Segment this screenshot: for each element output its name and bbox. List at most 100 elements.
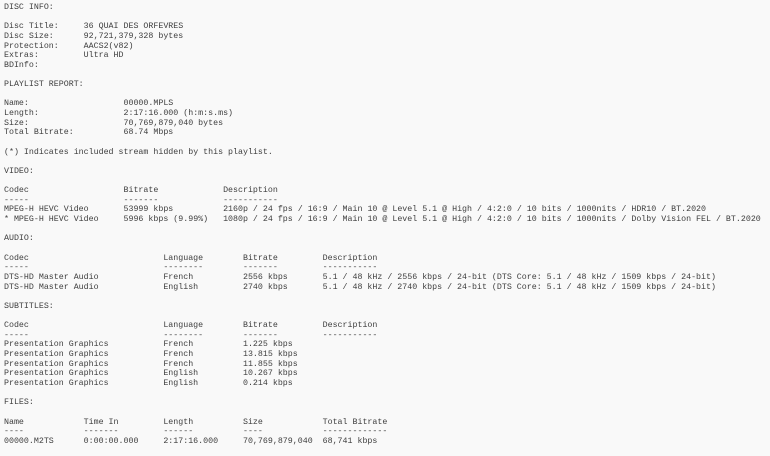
spacer xyxy=(4,13,770,23)
field-label: BDInfo: xyxy=(4,60,39,70)
codec-cell: MPEG-H HEVC Video xyxy=(4,205,89,215)
codec-cell: DTS-HD Master Audio xyxy=(4,272,99,282)
codec-header: Codec xyxy=(4,186,29,196)
hidden-stream-note: (*) Indicates included stream hidden by … xyxy=(4,147,273,157)
subtitle-stream-line: Presentation Graphics English 0.214 kbps xyxy=(4,379,770,389)
codec-header: Codec xyxy=(4,321,29,331)
field-value: 00000.MPLS xyxy=(123,99,174,109)
field-value: 36 QUAI DES ORFEVRES xyxy=(83,22,184,32)
bitrate-cell: 2556 kbps xyxy=(242,272,288,282)
disc-title-line: Disc Title: 36 QUAI DES ORFEVRES xyxy=(4,22,770,32)
files-header-line: Name Time In Length Size Total Bitrate xyxy=(4,418,770,428)
field-label: Total Bitrate: xyxy=(4,128,74,138)
bitrate-header: Bitrate xyxy=(242,321,278,331)
bitrate-cell: 2740 kbps xyxy=(242,282,288,292)
subtitles-header-line: Codec Language Bitrate Description xyxy=(4,321,770,331)
bitrate-cell: 1.225 kbps xyxy=(242,340,293,350)
field-value: AACS2(v82) xyxy=(83,41,134,51)
subtitle-stream-line: Presentation Graphics English 10.267 kbps xyxy=(4,369,770,379)
file-row: 00000.M2TS 0:00:00.000 2:17:16.000 70,769,8… xyxy=(4,437,770,447)
subtitle-stream-line: Presentation Graphics French 1.225 kbps xyxy=(4,340,770,350)
playlist-bitrate-line: Total Bitrate: 68.74 Mbps xyxy=(4,128,770,138)
name-header: Name xyxy=(4,417,24,427)
codec-cell: Presentation Graphics xyxy=(4,378,109,388)
disc-info-title: DISC INFO: xyxy=(4,3,54,12)
spacer xyxy=(4,225,770,235)
spacer xyxy=(4,90,770,100)
spacer xyxy=(4,292,770,302)
codec-cell: Presentation Graphics xyxy=(4,369,109,379)
language-cell: French xyxy=(163,340,194,350)
audio-header-line: Codec Language Bitrate Description xyxy=(4,254,770,264)
codec-cell: Presentation Graphics xyxy=(4,350,109,360)
language-dashes: -------- xyxy=(163,330,204,340)
spacer xyxy=(4,177,770,187)
field-value: 70,769,879,040 bytes xyxy=(123,118,224,128)
video-section-title: VIDEO: xyxy=(4,166,34,176)
name-dashes: ---- xyxy=(4,427,24,437)
protection-line: Protection: AACS2(v82) xyxy=(4,42,770,52)
field-label: Name: xyxy=(4,99,29,109)
time-in-cell: 0:00:00.000 xyxy=(83,436,139,446)
description-dashes: ----------- xyxy=(322,330,378,340)
codec-cell: DTS-HD Master Audio xyxy=(4,282,99,292)
playlist-length-line: Length: 2:17:16.000 (h:m:s.ms) xyxy=(4,109,770,119)
codec-header: Codec xyxy=(4,253,29,263)
video-header-line: Codec Bitrate Description xyxy=(4,186,770,196)
size-dashes: ---- xyxy=(242,427,263,437)
bitrate-dashes: ------- xyxy=(123,195,159,205)
files-section-title: FILES: xyxy=(4,398,34,408)
description-cell: 1080p / 24 fps / 16:9 / Main 10 @ Level … xyxy=(223,215,761,225)
bdinfo-version-line: BDInfo: xyxy=(4,61,770,71)
field-label: Disc Title: xyxy=(4,22,59,32)
language-cell: French xyxy=(163,350,194,360)
time-in-dashes: ------- xyxy=(83,427,119,437)
length-cell: 2:17:16.000 xyxy=(163,436,219,446)
field-label: Protection: xyxy=(4,41,59,51)
bitrate-cell: 53999 kbps xyxy=(123,205,174,215)
language-cell: English xyxy=(163,282,199,292)
description-dashes: ----------- xyxy=(223,195,278,205)
bitrate-cell: 13.815 kbps xyxy=(242,350,298,360)
audio-section-title: AUDIO: xyxy=(4,234,34,244)
total-bitrate-dashes: ------------- xyxy=(322,427,388,437)
description-header: Description xyxy=(223,186,278,196)
spacer xyxy=(4,408,770,418)
video-stream-line: * MPEG-H HEVC Video 5996 kbps (9.99%) 1080… xyxy=(4,215,770,225)
size-cell: 70,769,879,040 xyxy=(242,436,313,446)
language-header: Language xyxy=(163,253,204,263)
description-dashes: ----------- xyxy=(322,263,378,273)
codec-dashes: ----- xyxy=(4,330,29,340)
codec-dashes: ----- xyxy=(4,195,29,205)
field-value: 92,721,379,328 bytes xyxy=(83,31,184,41)
total-bitrate-cell: 68,741 kbps xyxy=(322,436,378,446)
subtitles-dashes-line: ----- -------- ------- ----------- xyxy=(4,331,770,341)
length-dashes: ------ xyxy=(163,427,194,437)
video-stream-line: MPEG-H HEVC Video 53999 kbps 2160p / 24 fp… xyxy=(4,205,770,215)
spacer xyxy=(4,70,770,80)
field-label: Size: xyxy=(4,118,29,128)
field-label: Length: xyxy=(4,109,39,119)
language-cell: French xyxy=(163,272,194,282)
description-cell: 5.1 / 48 kHz / 2556 kbps / 24-bit (DTS C… xyxy=(322,272,716,282)
language-header: Language xyxy=(163,321,204,331)
spacer xyxy=(4,389,770,399)
subtitles-section-title: SUBTITLES: xyxy=(4,301,54,311)
name-cell: 00000.M2TS xyxy=(4,436,54,446)
description-cell: 5.1 / 48 kHz / 2740 kbps / 24-bit (DTS C… xyxy=(322,282,716,292)
total-bitrate-header: Total Bitrate xyxy=(322,417,388,427)
field-value: 2:17:16.000 (h:m:s.ms) xyxy=(123,109,234,119)
field-value: Ultra HD xyxy=(83,51,124,61)
audio-stream-line: DTS-HD Master Audio English 2740 kbps 5.1 /… xyxy=(4,283,770,293)
playlist-name-line: Name: 00000.MPLS xyxy=(4,99,770,109)
spacer xyxy=(4,244,770,254)
size-header: Size xyxy=(242,417,263,427)
bitrate-cell: 0.214 kbps xyxy=(242,378,293,388)
language-cell: French xyxy=(163,359,194,369)
description-cell: 2160p / 24 fps / 16:9 / Main 10 @ Level … xyxy=(223,205,707,215)
field-label: Disc Size: xyxy=(4,31,54,41)
spacer xyxy=(4,312,770,322)
codec-cell: * MPEG-H HEVC Video xyxy=(4,215,99,225)
codec-dashes: ----- xyxy=(4,263,29,273)
